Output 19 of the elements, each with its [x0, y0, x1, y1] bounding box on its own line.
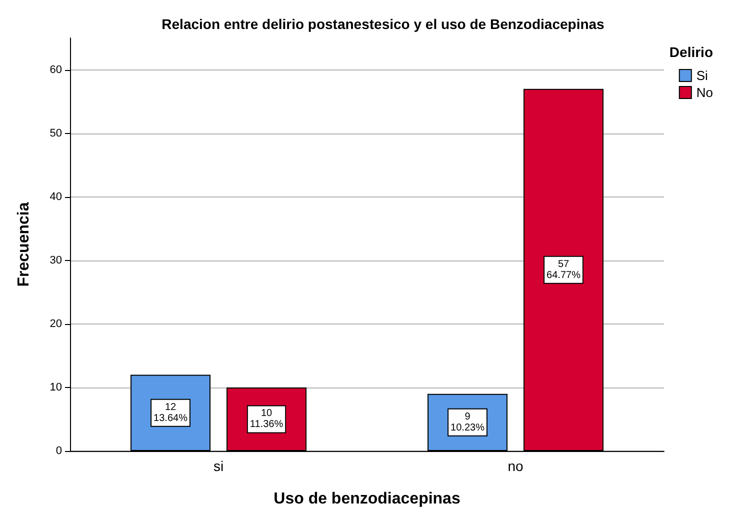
data-label: 10 11.36%	[250, 408, 284, 430]
chart-title: Relacion entre delirio postanestesico y el uso de Benzodiacepinas	[162, 16, 605, 32]
y-tick-label: 40	[50, 190, 62, 203]
y-axis-title: Frecuencia	[16, 202, 32, 287]
y-tick-label: 30	[50, 254, 62, 266]
x-tick-label: no	[508, 458, 524, 474]
legend-title: Delirio	[669, 44, 714, 60]
y-tick-label: 10	[50, 381, 62, 394]
y-tick-label: 0	[56, 445, 62, 457]
data-label: 9 10.23%	[450, 411, 485, 434]
y-tick-label: 50	[50, 127, 62, 140]
y-tick-label: 60	[50, 64, 62, 76]
x-tick-label: si	[213, 458, 224, 474]
legend-label: Si	[696, 68, 708, 83]
legend-label: No	[696, 85, 714, 100]
data-label: 57 64.77%	[546, 258, 581, 281]
y-tick-label: 20	[50, 318, 62, 330]
x-axis-title: Uso de benzodiacepinas	[274, 490, 460, 508]
data-label: 12 13.64%	[154, 402, 188, 424]
